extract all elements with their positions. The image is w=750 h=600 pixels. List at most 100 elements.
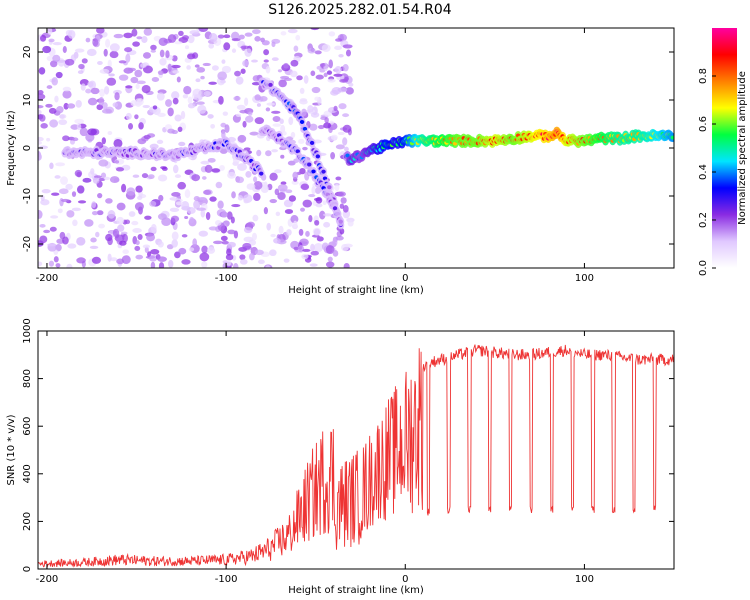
spectrogram-noise [345, 49, 352, 57]
spectrogram-noise [46, 85, 53, 89]
spectrogram-noise [309, 123, 318, 131]
spectrogram-noise [144, 215, 152, 220]
spectrogram-noise [217, 200, 224, 209]
spectrogram-noise [45, 103, 53, 108]
snr-xtick-label: 0 [402, 574, 408, 585]
spectrogram-noise [105, 198, 113, 204]
spectrogram-noise [203, 189, 212, 195]
spectrogram-noise [310, 243, 315, 252]
spectrogram-noise [290, 215, 299, 224]
spectrogram-noise [172, 97, 179, 105]
spectrogram-noise [271, 41, 276, 48]
spectrogram-noise [187, 53, 196, 60]
spectrogram-noise [39, 235, 48, 244]
spectrogram-noise [271, 149, 279, 153]
spectrogram-noise [47, 28, 53, 35]
spectrogram-noise [283, 62, 289, 69]
spectrogram-noise [146, 233, 156, 242]
snr-xtick-label: -100 [215, 574, 238, 585]
spectrogram-descending-arc-2 [332, 206, 338, 211]
spectrogram-noise [182, 94, 189, 99]
spectrogram-noise [342, 113, 350, 118]
spectrogram-noise [167, 34, 177, 43]
spectrogram-noise [235, 76, 244, 85]
snr-ytick-label: 0 [22, 566, 33, 572]
spectrogram-noise [271, 57, 279, 62]
spectrogram-noise [137, 234, 143, 241]
spectrogram-noise [109, 176, 120, 183]
spectrogram-main-signal [670, 135, 674, 140]
spectrogram-noise [118, 60, 127, 64]
spectrogram-noise [335, 38, 343, 42]
spectrogram-noise [177, 181, 187, 190]
colorbar-tick-label: 0.0 [698, 260, 709, 276]
spectrogram-noise [107, 253, 112, 262]
spectrogram-noise [235, 176, 245, 184]
spectrogram-noise [107, 131, 113, 136]
spectrogram-noise [319, 210, 326, 220]
spectrogram-noise [199, 252, 210, 262]
spectrogram-noise [337, 87, 348, 93]
spectrogram-noise [269, 249, 277, 257]
spectrogram-noise [275, 211, 281, 217]
spectrogram-noise [290, 59, 299, 67]
spectrogram-noise [77, 70, 84, 75]
snr-ytick-label: 600 [22, 417, 33, 436]
spectrogram-noise [269, 172, 278, 181]
spectrogram-noise [142, 244, 151, 249]
spectrogram-descending-arc-2 [311, 169, 316, 174]
spectrogram-noise [105, 233, 113, 242]
spectrogram-noise [321, 44, 331, 52]
spectrogram-noise [240, 68, 246, 74]
spectrogram-noise [62, 236, 69, 245]
spectrogram-noise [227, 229, 236, 235]
spectrogram-noise [49, 119, 59, 128]
spectrogram-descending-arc-1 [299, 119, 305, 124]
spectrogram-noise [64, 58, 75, 66]
spectrogram-noise [233, 96, 241, 101]
spectrogram-noise [283, 258, 290, 263]
spectrogram-noise [167, 107, 174, 117]
spectrogram-noise [287, 28, 298, 34]
spectrogram-noise [128, 211, 136, 217]
spectrogram-noise [176, 76, 181, 83]
spectrogram-noise [251, 59, 258, 63]
spectrogram-noise [293, 220, 298, 228]
spectrogram-noise [183, 85, 192, 95]
spectrogram-noise [302, 146, 308, 151]
colorbar-tick-label: 0.2 [698, 212, 709, 228]
spectrogram-noise [147, 174, 155, 180]
spectrogram-noise [76, 257, 86, 264]
spectrogram-noise [197, 104, 207, 114]
spectrogram-noise [98, 159, 109, 167]
spectrogram-noise [242, 60, 250, 67]
spectrogram-noise [142, 104, 151, 109]
spectrogram-noise [38, 141, 43, 145]
spectrogram-noise [196, 67, 206, 73]
spectrogram-noise [112, 228, 120, 238]
spectrogram-noise [138, 122, 144, 130]
spectrogram-noise [72, 219, 78, 227]
spectrogram-noise [189, 30, 200, 35]
spectrogram-noise [314, 96, 320, 102]
spectrogram-noise [208, 226, 218, 231]
spectrogram-noise [136, 36, 143, 40]
spectrogram-noise [63, 102, 69, 110]
spectrogram-noise [143, 28, 153, 36]
spectrogram-noise [38, 151, 42, 161]
spectrogram-noise [135, 240, 140, 246]
spectrogram-noise [56, 106, 64, 114]
spectrogram-ytick-label: -10 [22, 188, 33, 204]
spectrogram-descending-arc-2 [307, 162, 312, 167]
spectrogram-noise [78, 63, 85, 70]
snr-ytick-label: 1000 [22, 318, 33, 343]
spectrogram-noise [295, 34, 301, 41]
spectrogram-noise [57, 208, 63, 214]
spectrogram-noise [192, 88, 202, 98]
spectrogram-noise [194, 64, 200, 68]
spectrogram-xtick-label: 100 [575, 273, 594, 284]
spectrogram-noise [105, 38, 111, 48]
spectrogram-noise [323, 122, 332, 129]
spectrogram-noise [333, 105, 338, 112]
spectrogram-noise [206, 246, 216, 254]
